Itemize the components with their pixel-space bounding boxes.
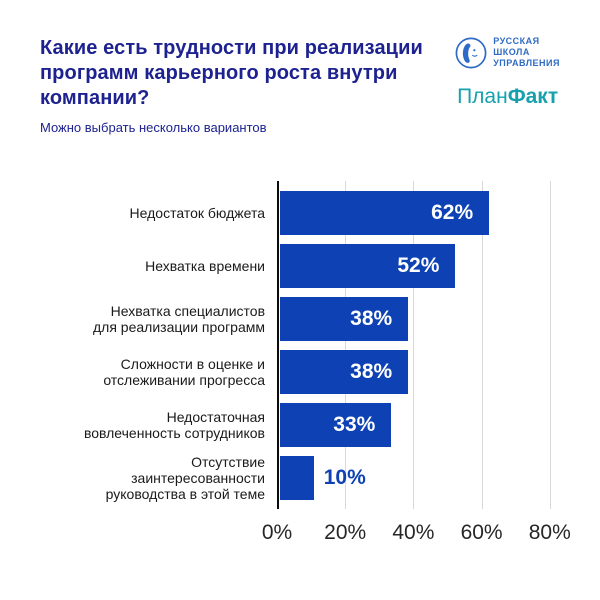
rsu-logo-text: РУССКАЯ ШКОЛА УПРАВЛЕНИЯ	[493, 36, 560, 69]
bar-row: 62%	[277, 186, 560, 239]
bars-column: 62% 52% 38% 38% 33% 10%	[277, 181, 560, 509]
category-label: Нехватка времени	[145, 257, 265, 274]
chart-plot-area: Недостаток бюджета Нехватка времени Нехват…	[40, 181, 560, 509]
category-label: Недостаточная вовлеченность сотрудников	[83, 408, 265, 441]
bar-row: 38%	[277, 345, 560, 398]
gridline	[549, 181, 551, 509]
bar: 52%	[280, 243, 456, 288]
rsu-school-logo: РУССКАЯ ШКОЛА УПРАВЛЕНИЯ	[455, 36, 560, 69]
gridline	[345, 181, 347, 509]
gridline	[481, 181, 483, 509]
title-block: Какие есть трудности при реализации прог…	[40, 36, 440, 135]
bar-value-label: 38%	[350, 359, 393, 383]
bar-value-label: 33%	[333, 412, 376, 436]
page-subtitle: Можно выбрать несколько вариантов	[40, 120, 267, 135]
bar-row: 38%	[277, 292, 560, 345]
category-label: Отсутствие заинтересованности руководств…	[105, 453, 265, 502]
x-axis-tick-label: 60%	[460, 521, 503, 544]
planfact-logo: ПланФакт	[457, 85, 558, 109]
category-label: Недостаток бюджета	[129, 204, 265, 221]
header: Какие есть трудности при реализации прог…	[40, 36, 560, 135]
bar-value-label: 38%	[350, 306, 393, 330]
bar: 38%	[280, 349, 409, 394]
x-axis-tick-label: 20%	[324, 521, 367, 544]
y-axis-line	[277, 181, 279, 509]
rsu-logo-line: ШКОЛА	[493, 47, 530, 57]
bar: 38%	[280, 296, 409, 341]
x-axis-tick-label: 80%	[528, 521, 571, 544]
bar-value-label: 52%	[397, 253, 440, 277]
bar-row: 52%	[277, 239, 560, 292]
category-label: Нехватка специалистов для реализации про…	[93, 302, 265, 335]
bar-chart: Недостаток бюджета Нехватка времени Нехват…	[40, 181, 571, 547]
x-axis-tick-label: 40%	[392, 521, 435, 544]
page-title: Какие есть трудности при реализации прог…	[40, 37, 423, 109]
x-axis-ticks: 0% 20% 40% 60% 80%	[262, 521, 571, 547]
bar-value-label: 10%	[323, 465, 366, 489]
bar: 33%	[280, 402, 392, 447]
rsu-logo-line: РУССКАЯ	[493, 36, 540, 46]
planfact-logo-regular: План	[457, 85, 508, 108]
logos: РУССКАЯ ШКОЛА УПРАВЛЕНИЯ ПланФакт	[455, 36, 560, 109]
x-axis-tick-label: 0%	[261, 521, 293, 544]
gridline	[413, 181, 415, 509]
planfact-logo-bold: Факт	[507, 85, 559, 108]
rsu-logo-line: УПРАВЛЕНИЯ	[493, 58, 560, 68]
category-label: Сложности в оценке и отслеживании прогре…	[103, 355, 265, 388]
mona-lisa-circle-icon	[455, 37, 487, 68]
bar-row: 33%	[277, 398, 560, 451]
bar-row: 10%	[277, 451, 560, 504]
bar: 10%	[280, 455, 366, 500]
category-labels-column: Недостаток бюджета Нехватка времени Нехват…	[40, 181, 277, 509]
bar-value-label: 62%	[431, 200, 474, 224]
bar: 62%	[280, 190, 490, 235]
